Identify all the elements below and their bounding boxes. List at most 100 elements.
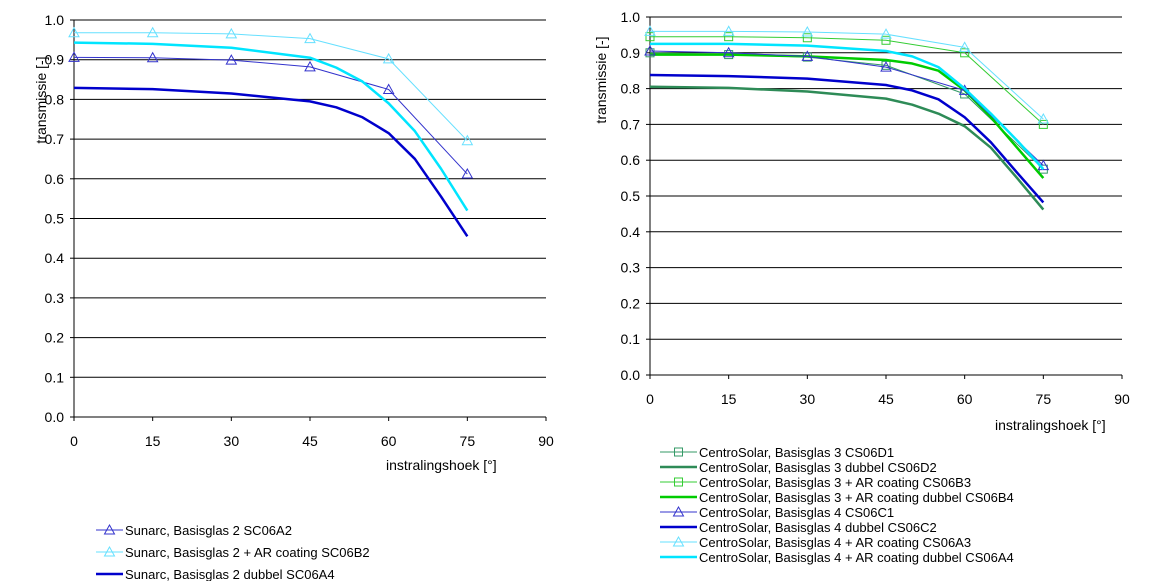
legend-entry: CentroSolar, Basisglas 4 + AR coating CS… — [660, 535, 971, 550]
x-tick-label: 45 — [878, 391, 894, 407]
data-point — [644, 25, 656, 36]
y-tick-label: 0.5 — [45, 211, 65, 227]
series-8 — [650, 42, 1045, 170]
data-point — [722, 46, 735, 58]
series-line — [649, 85, 1045, 211]
data-point — [958, 41, 971, 52]
y-tick-label: 0.2 — [45, 330, 65, 346]
legend-marker — [674, 447, 683, 457]
series-3 — [73, 86, 469, 238]
x-tick-label: 15 — [721, 391, 737, 407]
data-point — [801, 26, 814, 37]
y-tick-label: 0.4 — [621, 224, 641, 240]
data-point — [880, 61, 892, 72]
legend-label: Sunarc, Basisglas 2 + AR coating SC06B2 — [125, 545, 370, 560]
legend-entry: CentroSolar, Basisglas 4 dubbel CS06C2 — [660, 520, 937, 535]
data-point — [68, 51, 80, 62]
series-line — [650, 53, 1045, 179]
x-tick-label: 60 — [957, 391, 973, 407]
legend-entry: CentroSolar, Basisglas 3 + AR coating CS… — [660, 475, 971, 490]
y-tick-label: 0.4 — [45, 250, 65, 266]
legend-marker — [672, 535, 685, 547]
series-1 — [68, 51, 474, 179]
legend-label: CentroSolar, Basisglas 4 CS06C1 — [699, 505, 894, 520]
legend-entry: CentroSolar, Basisglas 4 CS06C1 — [660, 505, 894, 520]
legend-marker — [103, 545, 116, 557]
y-tick-label: 0.2 — [621, 295, 641, 311]
x-tick-label: 30 — [224, 433, 240, 449]
data-point — [304, 60, 316, 72]
data-point — [225, 54, 238, 65]
series-line — [74, 32, 468, 142]
data-point — [724, 32, 734, 42]
x-tick-label: 60 — [381, 433, 397, 449]
legend-entry: CentroSolar, Basisglas 4 + AR coating du… — [660, 550, 1014, 565]
data-point — [802, 33, 812, 43]
legend-label: Sunarc, Basisglas 2 dubbel SC06A4 — [125, 567, 335, 581]
x-tick-label: 45 — [302, 433, 318, 449]
data-point — [68, 26, 80, 38]
legend-label: CentroSolar, Basisglas 4 dubbel CS06C2 — [699, 520, 937, 535]
data-point — [382, 52, 395, 64]
legend-entry: CentroSolar, Basisglas 3 CS06D1 — [660, 445, 894, 460]
series-2 — [649, 85, 1045, 211]
legend-label: CentroSolar, Basisglas 3 + AR coating du… — [699, 490, 1014, 505]
series-line — [650, 30, 1044, 120]
data-point — [801, 50, 814, 61]
data-point — [382, 83, 395, 94]
series-line — [73, 86, 469, 238]
y-tick-label: 0.1 — [45, 369, 65, 385]
legend-entry: Sunarc, Basisglas 2 dubbel SC06A4 — [96, 567, 335, 581]
data-point — [146, 51, 159, 63]
legend-entry: Sunarc, Basisglas 2 SC06A2 — [96, 523, 292, 538]
legend-label: Sunarc, Basisglas 2 SC06A2 — [125, 523, 292, 538]
legend-label: CentroSolar, Basisglas 3 + AR coating CS… — [699, 475, 971, 490]
data-point — [1037, 113, 1050, 124]
legend-entry: CentroSolar, Basisglas 3 dubbel CS06D2 — [660, 460, 937, 475]
series-line — [649, 73, 1045, 204]
x-tick-label: 0 — [70, 433, 78, 449]
series-line — [73, 56, 468, 175]
x-tick-label: 75 — [460, 433, 476, 449]
y-axis-label: transmissie [-] — [593, 36, 609, 123]
legend-marker — [674, 477, 683, 487]
x-tick-label: 75 — [1036, 391, 1052, 407]
series-line — [649, 50, 1044, 166]
data-point — [722, 25, 735, 36]
x-axis-label: instralingshoek [°] — [386, 457, 497, 473]
y-tick-label: 1.0 — [621, 9, 641, 25]
legend: CentroSolar, Basisglas 3 CS06D1CentroSol… — [660, 445, 1014, 565]
chart-1: 0.0 0.1 0.2 0.3 0.4 0.5 0.6 0.7 0.8 0.9 1.0 0 15 30 45… — [33, 12, 554, 581]
x-axis-label: instralingshoek [°] — [995, 417, 1106, 433]
legend: Sunarc, Basisglas 2 SC06A2 Sunarc, Basisg… — [96, 523, 370, 581]
data-point — [304, 32, 316, 44]
series-5 — [644, 44, 1050, 171]
y-tick-label: 0.9 — [621, 45, 641, 61]
x-tick-label: 15 — [145, 433, 161, 449]
x-tick-label: 90 — [1114, 391, 1130, 407]
y-tick-label: 0.6 — [45, 171, 65, 187]
y-tick-label: 0.6 — [621, 152, 641, 168]
data-point — [960, 48, 970, 58]
data-point — [461, 134, 474, 146]
y-tick-label: 0.0 — [45, 409, 65, 425]
data-point — [645, 32, 655, 42]
data-point — [225, 27, 238, 39]
chart-2: 0.0 0.1 0.2 0.3 0.4 0.5 0.6 0.7 0.8 0.9 1.0 0 15 30 45… — [593, 9, 1130, 565]
legend-marker — [672, 505, 685, 517]
data-point — [146, 26, 159, 38]
y-tick-label: 0.0 — [621, 367, 641, 383]
y-tick-label: 0.8 — [621, 81, 641, 97]
series-4 — [650, 53, 1045, 179]
data-point — [1038, 119, 1048, 129]
legend-label: CentroSolar, Basisglas 3 dubbel CS06D2 — [699, 460, 937, 475]
y-tick-label: 1.0 — [45, 12, 65, 28]
legend-entry: CentroSolar, Basisglas 3 + AR coating du… — [660, 490, 1014, 505]
y-tick-label: 0.3 — [45, 290, 65, 306]
series-3 — [645, 32, 1048, 129]
legend-label: CentroSolar, Basisglas 4 + AR coating du… — [699, 550, 1014, 565]
y-tick-label: 0.5 — [621, 188, 641, 204]
legend-label: CentroSolar, Basisglas 3 CS06D1 — [699, 445, 894, 460]
x-tick-label: 90 — [538, 433, 554, 449]
